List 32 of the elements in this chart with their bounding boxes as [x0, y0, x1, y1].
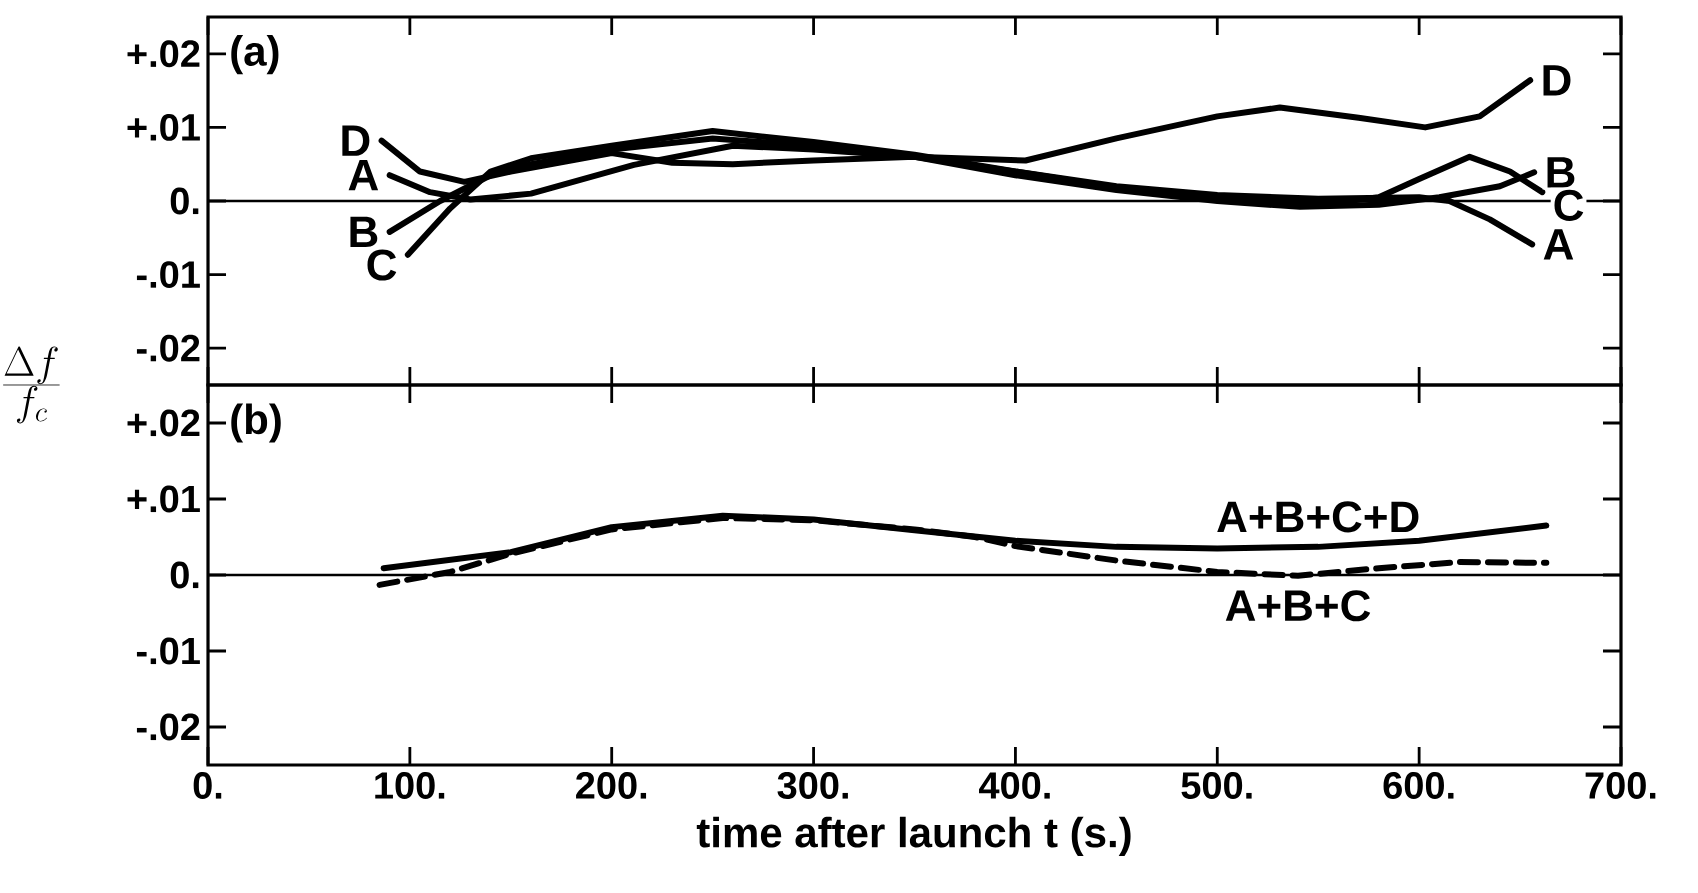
x-tick-label: 100.	[375, 772, 445, 799]
series-label: C	[1554, 189, 1584, 221]
chart-title: (a)	[231, 35, 279, 75]
x-tick-label: 500.	[1181, 772, 1252, 799]
legend-label: A	[1543, 229, 1574, 260]
x-tick-label: 0.	[193, 772, 222, 799]
y-tick-label: -.02	[136, 713, 200, 741]
series-label: A+B+C	[1225, 590, 1371, 622]
y-tick-label: -.02	[136, 334, 200, 362]
text: A	[348, 160, 379, 191]
y-tick-label: -.01	[136, 261, 200, 289]
y-tick-label: +.01	[127, 113, 200, 141]
y-tick-label: +.02	[127, 409, 200, 437]
x-tick-label: 400.	[979, 772, 1050, 799]
y-tick-label: 0.	[170, 561, 199, 589]
text: B	[350, 216, 378, 248]
x-tick-label: 600.	[1383, 772, 1454, 799]
legend-label: B	[1547, 157, 1575, 188]
x-tick-label: 200.	[576, 772, 647, 799]
legend-label: D	[1543, 65, 1571, 96]
y-tick-label: +.02	[127, 40, 200, 68]
chart-title: (b)	[231, 403, 281, 443]
series-label: A+B+C+D	[1217, 501, 1419, 533]
text: C	[367, 249, 397, 281]
y-tick-label: -.01	[136, 637, 200, 665]
x-tick-label: 700.	[1585, 772, 1656, 799]
x-axis-title: time after launch t (s.)	[696, 816, 1131, 856]
x-tick-label: 300.	[777, 772, 848, 800]
y-axis-title: $\frac{\Delta f}{f_c}$	[3, 346, 60, 424]
y-tick-label: 0.	[170, 187, 199, 215]
text: D	[342, 125, 370, 156]
y-tick-label: +.01	[127, 485, 200, 513]
